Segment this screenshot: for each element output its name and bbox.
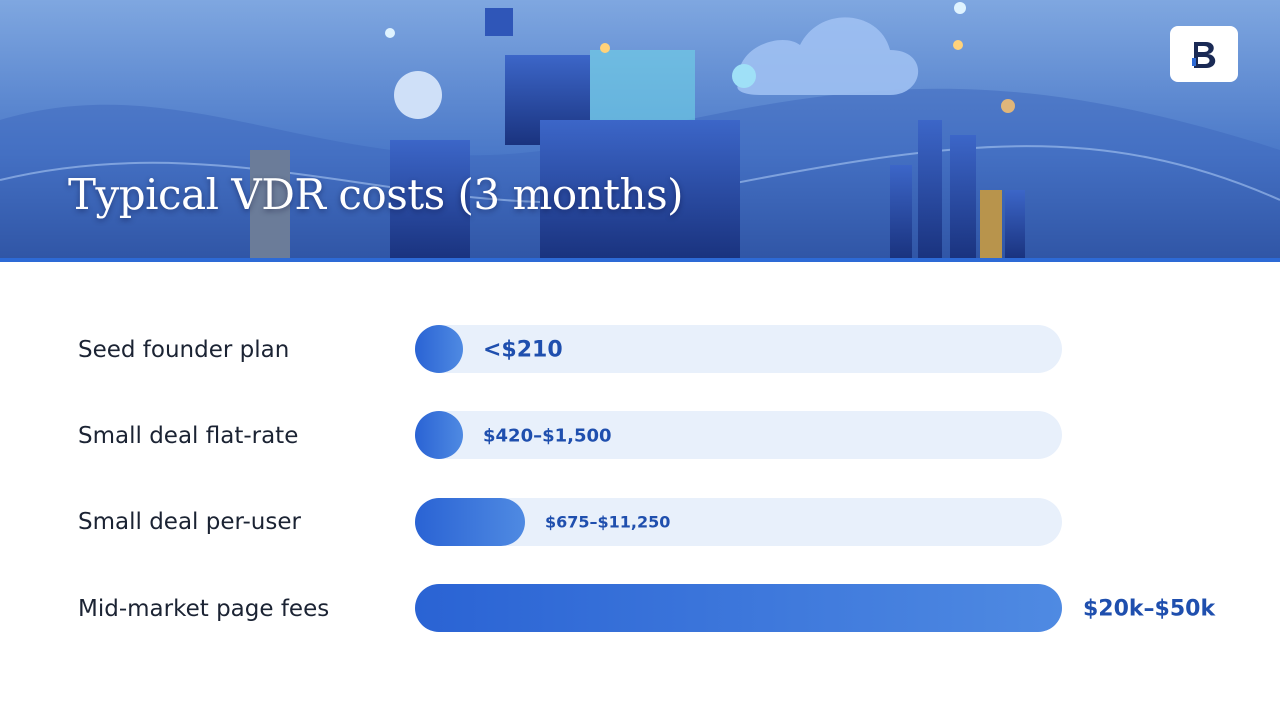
bar-track xyxy=(415,325,1062,373)
row-label: Small deal flat-rate xyxy=(78,423,299,449)
row-label: Small deal per-user xyxy=(78,509,301,535)
bar-track xyxy=(415,498,1062,546)
bar-fill xyxy=(415,584,1062,632)
bar-track xyxy=(415,584,1062,632)
bar-track xyxy=(415,411,1062,459)
row-value: <$210 xyxy=(483,337,563,363)
row-label: Seed founder plan xyxy=(78,337,290,363)
header-banner xyxy=(0,0,1280,262)
row-value: $20k–$50k xyxy=(1083,596,1216,622)
logo-icon xyxy=(1192,42,1216,68)
bar-fill xyxy=(415,325,463,373)
row-label: Mid-market page fees xyxy=(78,596,330,622)
row-value: $675–$11,250 xyxy=(545,512,671,532)
logo xyxy=(1170,26,1238,82)
title: Typical VDR costs (3 months) xyxy=(68,170,684,219)
bar-fill xyxy=(415,498,525,546)
row-value: $420–$1,500 xyxy=(483,425,612,447)
bar-fill xyxy=(415,411,463,459)
